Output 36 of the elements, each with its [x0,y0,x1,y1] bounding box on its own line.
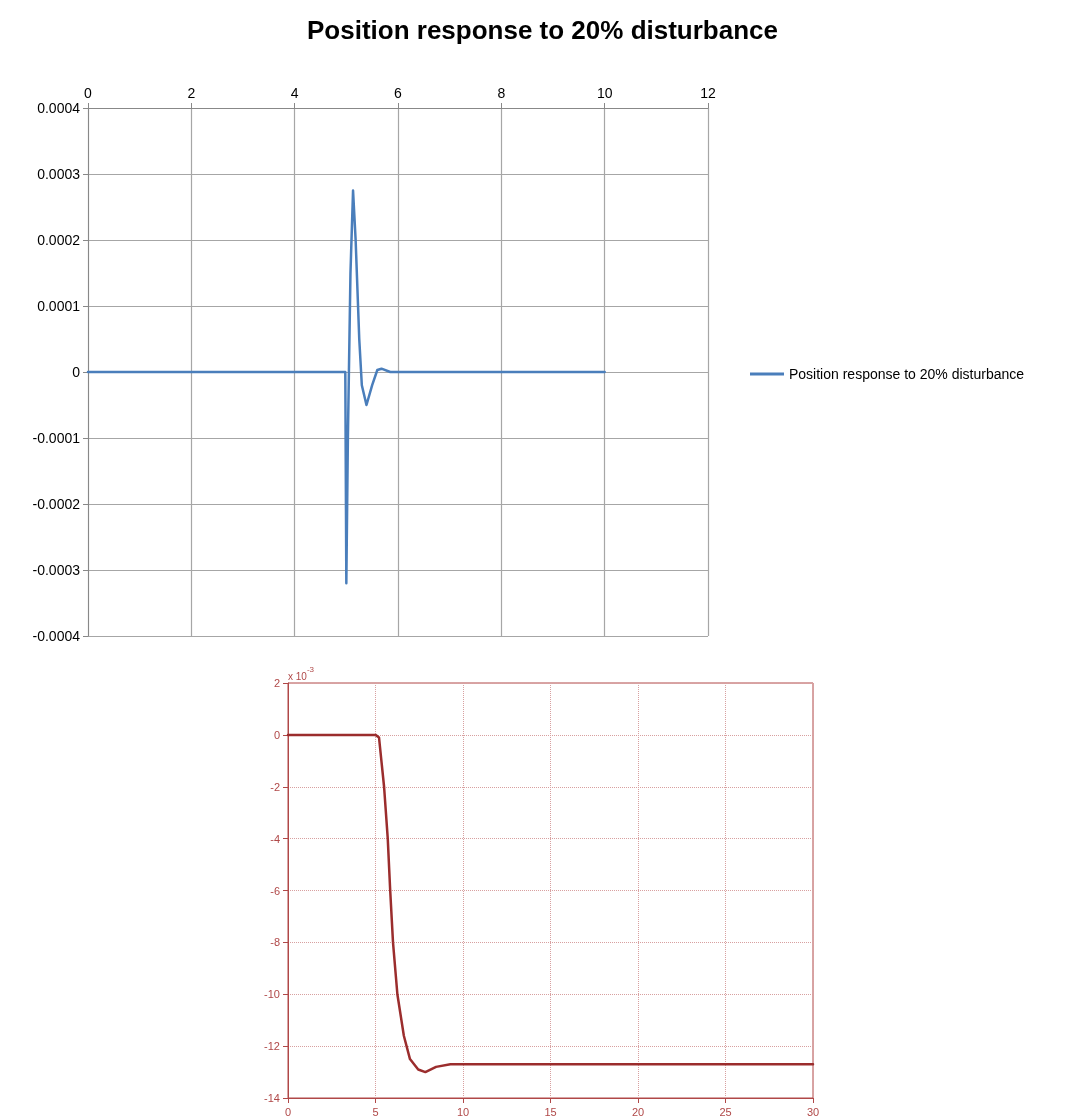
legend-label: Position response to 20% disturbance [789,366,1025,382]
y-tick-label: -14 [264,1092,280,1104]
x-tick-label: 8 [497,85,506,101]
y-tick-label: -4 [270,832,280,845]
y-tick-label: 0 [273,728,280,741]
x-tick-label: 30 [806,1105,820,1117]
y-tick-label: -0.0001 [32,430,81,446]
x-tick-label: 10 [596,85,613,101]
y-tick-label: 0 [72,364,81,380]
x-tick-label: 25 [719,1105,732,1117]
y-tick-label: -6 [270,884,280,897]
y-tick-label: -0.0002 [32,496,81,512]
y-tick-label: -12 [264,1040,280,1053]
x-tick-label: 20 [631,1105,645,1117]
line-series [286,733,815,1074]
y-tick-label: 0.0002 [37,232,81,248]
y-tick-label: 2 [273,677,280,689]
x-tick-label: 2 [187,85,196,101]
x-tick-label: 12 [700,85,716,101]
chart-title: Position response to 20% disturbance [307,15,778,45]
y-tick-label: -2 [270,780,280,793]
line-series [86,189,606,585]
y-tick-label: 0.0003 [37,166,81,182]
x-tick-label: 15 [544,1105,557,1117]
y-tick-label: -8 [270,936,280,949]
x-tick-label: 6 [394,85,403,101]
y-tick-label: -0.0004 [32,628,81,644]
x-tick-label: 10 [456,1105,470,1117]
x-tick-label: 4 [290,85,299,101]
y-tick-label: -0.0003 [32,562,81,578]
x-tick-label: 0 [84,85,93,101]
y-tick-label: -10 [264,988,280,1001]
y-tick-label: 0.0004 [37,100,81,116]
x-tick-label: 0 [284,1105,292,1117]
x-tick-label: 5 [372,1105,379,1117]
y-tick-label: 0.0001 [37,298,81,314]
